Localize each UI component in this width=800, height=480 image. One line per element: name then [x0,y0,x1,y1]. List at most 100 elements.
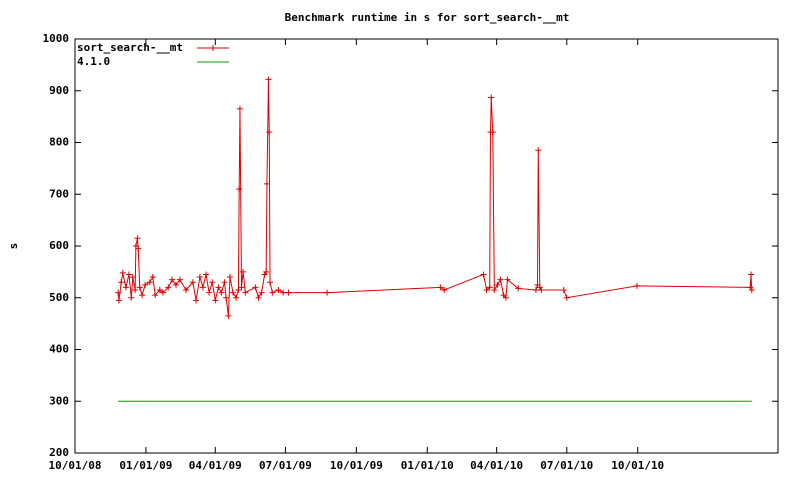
data-point [280,289,287,296]
data-point [149,274,156,281]
data-point [488,94,495,101]
data-point [497,276,504,283]
data-point [532,286,539,293]
data-point [437,284,444,291]
y-tick-label: 600 [49,239,69,252]
legend-label: 4.1.0 [77,55,110,68]
data-point [275,286,282,293]
data-point [504,276,511,283]
data-point [125,271,132,278]
data-point [494,281,501,288]
y-tick-label: 300 [49,394,69,407]
data-point [115,289,122,296]
data-point [196,274,203,281]
legend-label: sort_search-__mt [77,41,183,54]
data-point [633,282,640,289]
y-tick-label: 700 [49,187,69,200]
y-tick-label: 1000 [43,32,70,45]
data-point [238,284,245,291]
x-tick-label: 10/01/09 [330,459,383,472]
data-point [489,129,496,136]
data-point [502,294,509,301]
y-tick-label: 400 [49,343,69,356]
data-point [233,294,240,301]
data-point [115,297,122,304]
data-point [266,129,273,136]
data-point [748,286,755,293]
data-point [199,284,206,291]
data-point [176,276,183,283]
data-point [142,281,149,288]
data-point [486,284,493,291]
data-point [129,274,136,281]
y-tick-label: 900 [49,84,69,97]
y-tick-label: 200 [49,446,69,459]
x-tick-label: 10/01/10 [611,459,664,472]
x-tick-label: 01/01/10 [401,459,454,472]
x-tick-label: 10/01/08 [49,459,102,472]
data-point [242,289,249,296]
data-point [212,297,219,304]
data-point [236,186,243,193]
data-point [223,294,230,301]
data-point [203,271,210,278]
data-point [218,289,225,296]
y-axis-label: s [7,243,20,250]
x-tick-label: 04/01/10 [470,459,523,472]
x-tick-label: 07/01/09 [259,459,312,472]
data-point [235,286,242,293]
x-tick-label: 01/01/09 [119,459,172,472]
data-point [132,286,139,293]
data-point [193,297,200,304]
data-point [172,281,179,288]
data-point [491,286,498,293]
x-tick-label: 07/01/10 [540,459,593,472]
data-point [515,285,522,292]
data-point [209,279,216,286]
data-point [255,294,262,301]
data-point [225,312,232,319]
data-point [263,180,270,187]
data-point [480,271,487,278]
data-point [139,292,146,299]
data-point [183,286,189,293]
y-tick-label: 500 [49,291,69,304]
chart-title: Benchmark runtime in s for sort_search-_… [285,11,570,24]
data-point [165,284,172,291]
data-point [285,289,292,296]
data-point [258,289,265,296]
data-point [119,269,126,276]
data-point [221,279,228,286]
data-point [324,289,331,296]
y-tick-label: 800 [49,136,69,149]
data-point [226,274,233,281]
data-point [152,292,159,299]
data-point [128,294,135,301]
data-point [748,271,755,278]
data-point [118,279,125,286]
data-point [252,284,259,291]
legend-marker [210,45,216,51]
data-point [269,289,276,296]
data-point [206,289,213,296]
data-point [560,286,567,293]
data-point [159,289,166,296]
data-point [535,147,542,154]
data-point [134,235,141,242]
data-point [441,286,448,293]
data-point [230,289,237,296]
data-point [135,245,142,252]
data-point [146,279,153,286]
data-point [483,286,490,293]
data-point [267,279,274,286]
data-point [122,284,129,291]
data-point [236,105,243,112]
data-point [263,268,270,275]
data-point [265,76,272,83]
data-point [538,286,545,293]
data-point [169,276,176,283]
data-point [240,268,247,275]
data-point [215,284,222,291]
